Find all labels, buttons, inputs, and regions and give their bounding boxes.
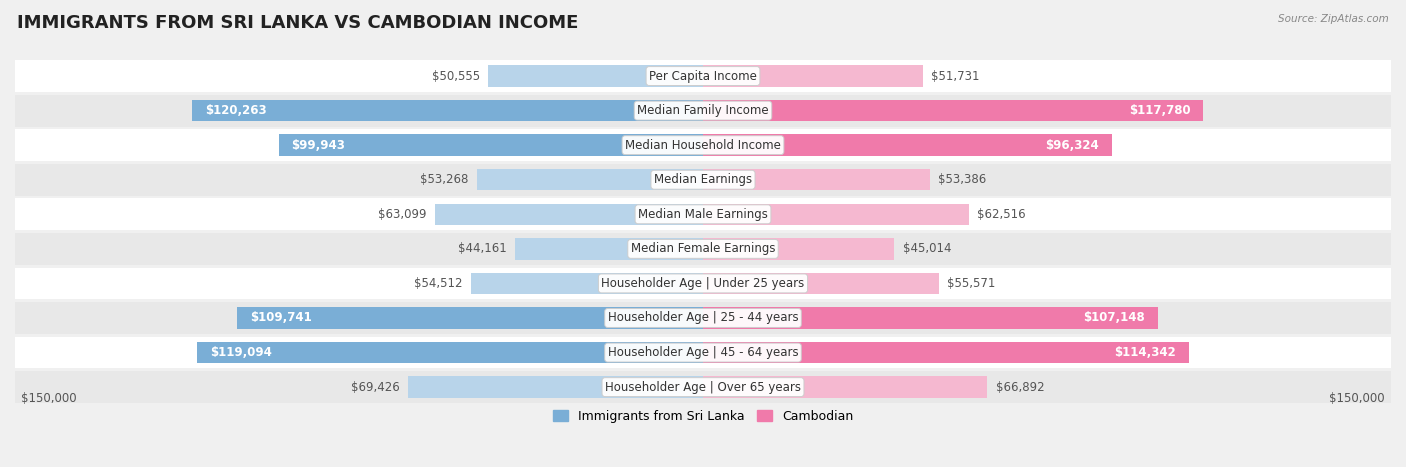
- Bar: [703, 307, 1159, 329]
- Bar: [471, 273, 703, 294]
- Text: $99,943: $99,943: [291, 139, 344, 152]
- Bar: [488, 65, 703, 87]
- Text: $109,741: $109,741: [250, 311, 312, 325]
- Bar: [15, 337, 1391, 368]
- Text: $53,386: $53,386: [938, 173, 987, 186]
- Bar: [278, 134, 703, 156]
- Bar: [197, 342, 703, 363]
- Text: Per Capita Income: Per Capita Income: [650, 70, 756, 83]
- Bar: [703, 376, 987, 398]
- Text: Householder Age | 45 - 64 years: Householder Age | 45 - 64 years: [607, 346, 799, 359]
- Text: $44,161: $44,161: [458, 242, 508, 255]
- Bar: [703, 169, 929, 191]
- Bar: [516, 238, 703, 260]
- Bar: [238, 307, 703, 329]
- Text: Source: ZipAtlas.com: Source: ZipAtlas.com: [1278, 14, 1389, 24]
- Bar: [434, 204, 703, 225]
- Bar: [15, 129, 1391, 161]
- Text: $107,148: $107,148: [1084, 311, 1146, 325]
- Text: Median Male Earnings: Median Male Earnings: [638, 208, 768, 221]
- Bar: [15, 268, 1391, 299]
- Text: Median Female Earnings: Median Female Earnings: [631, 242, 775, 255]
- Text: $96,324: $96,324: [1046, 139, 1099, 152]
- Bar: [703, 134, 1112, 156]
- Bar: [15, 95, 1391, 127]
- Bar: [15, 302, 1391, 334]
- Bar: [477, 169, 703, 191]
- Bar: [408, 376, 703, 398]
- Text: $55,571: $55,571: [948, 277, 995, 290]
- Text: $120,263: $120,263: [205, 104, 267, 117]
- Text: $150,000: $150,000: [1329, 392, 1385, 405]
- Bar: [15, 371, 1391, 403]
- Text: $50,555: $50,555: [432, 70, 479, 83]
- Bar: [703, 100, 1204, 121]
- Text: Householder Age | Under 25 years: Householder Age | Under 25 years: [602, 277, 804, 290]
- Bar: [193, 100, 703, 121]
- Text: $150,000: $150,000: [21, 392, 77, 405]
- Text: $66,892: $66,892: [995, 381, 1045, 394]
- Text: $54,512: $54,512: [415, 277, 463, 290]
- Bar: [15, 233, 1391, 265]
- Bar: [703, 65, 922, 87]
- Bar: [703, 273, 939, 294]
- Bar: [703, 204, 969, 225]
- Text: Median Earnings: Median Earnings: [654, 173, 752, 186]
- Text: Median Household Income: Median Household Income: [626, 139, 780, 152]
- Text: Householder Age | Over 65 years: Householder Age | Over 65 years: [605, 381, 801, 394]
- Bar: [703, 238, 894, 260]
- Text: $119,094: $119,094: [209, 346, 271, 359]
- Text: IMMIGRANTS FROM SRI LANKA VS CAMBODIAN INCOME: IMMIGRANTS FROM SRI LANKA VS CAMBODIAN I…: [17, 14, 578, 32]
- Bar: [703, 342, 1188, 363]
- Text: $63,099: $63,099: [378, 208, 426, 221]
- Bar: [15, 164, 1391, 196]
- Text: Householder Age | 25 - 44 years: Householder Age | 25 - 44 years: [607, 311, 799, 325]
- Text: $117,780: $117,780: [1129, 104, 1191, 117]
- Text: $45,014: $45,014: [903, 242, 952, 255]
- Text: $69,426: $69,426: [352, 381, 399, 394]
- Text: Median Family Income: Median Family Income: [637, 104, 769, 117]
- Bar: [15, 60, 1391, 92]
- Bar: [15, 198, 1391, 230]
- Text: $53,268: $53,268: [420, 173, 468, 186]
- Text: $51,731: $51,731: [931, 70, 980, 83]
- Text: $62,516: $62,516: [977, 208, 1025, 221]
- Text: $114,342: $114,342: [1114, 346, 1175, 359]
- Legend: Immigrants from Sri Lanka, Cambodian: Immigrants from Sri Lanka, Cambodian: [548, 405, 858, 428]
